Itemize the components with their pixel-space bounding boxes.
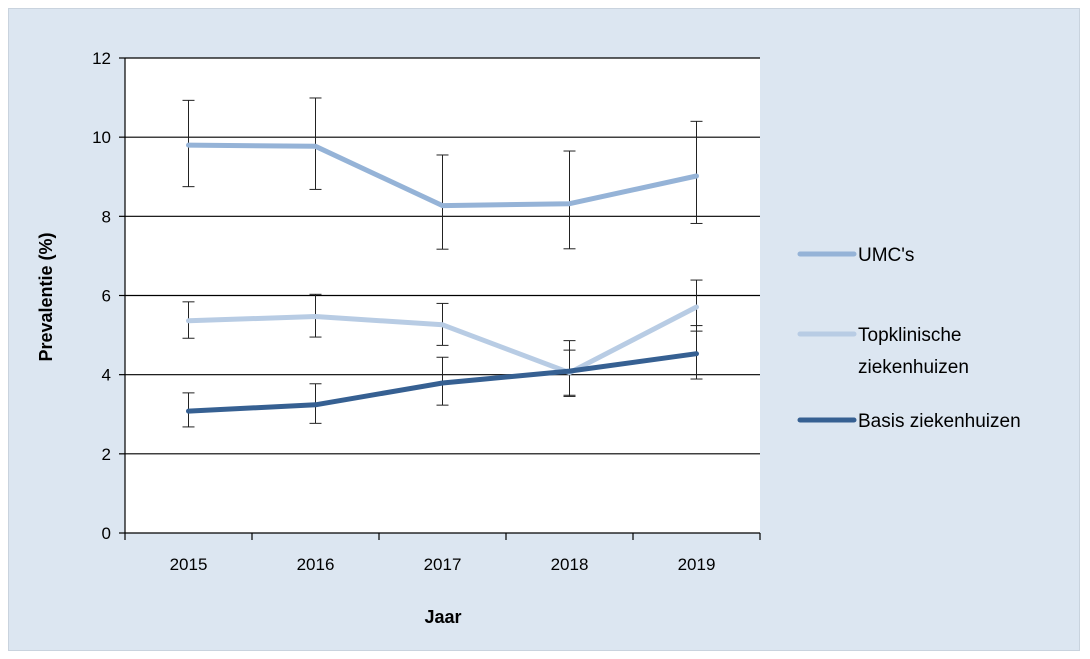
- legend-item: UMC's: [797, 245, 914, 266]
- legend-label: Basis ziekenhuizen: [858, 411, 1021, 432]
- y-tick-label: 0: [102, 524, 111, 543]
- x-tick-label: 2017: [424, 555, 462, 574]
- error-bar: [436, 154, 449, 250]
- series-line: [186, 304, 699, 376]
- series-line: [186, 351, 699, 414]
- error-bar: [309, 97, 322, 190]
- y-tick-label: 2: [102, 445, 111, 464]
- legend: UMC's Topklinische ziekenhuizen Basis zieke…: [797, 245, 1021, 432]
- legend-label: ziekenhuizen: [858, 357, 969, 378]
- y-tick-label: 4: [102, 366, 111, 385]
- y-tick-label: 10: [92, 128, 111, 147]
- x-tick-label: 2015: [170, 555, 208, 574]
- x-axis-title: Jaar: [424, 607, 461, 627]
- y-axis-title: Prevalentie (%): [36, 232, 56, 361]
- y-tick-label: 8: [102, 207, 111, 226]
- error-bar: [563, 150, 576, 250]
- series-line: [186, 142, 699, 209]
- x-tick-label: 2016: [297, 555, 335, 574]
- y-axis-ticks: 0 2 4 6 8 10 12: [92, 49, 125, 543]
- y-tick-label: 6: [102, 287, 111, 306]
- x-axis-ticks: 2015 2016 2017 2018 2019: [124, 533, 761, 574]
- y-tick-label: 12: [92, 49, 111, 68]
- legend-item: Basis ziekenhuizen: [797, 411, 1021, 432]
- x-tick-label: 2018: [551, 555, 589, 574]
- series-lines: [186, 142, 699, 414]
- x-tick-label: 2019: [678, 555, 716, 574]
- legend-label: UMC's: [858, 245, 914, 266]
- error-bar: [690, 120, 703, 224]
- legend-label: Topklinische: [858, 325, 962, 346]
- legend-item: Topklinische ziekenhuizen: [797, 325, 969, 378]
